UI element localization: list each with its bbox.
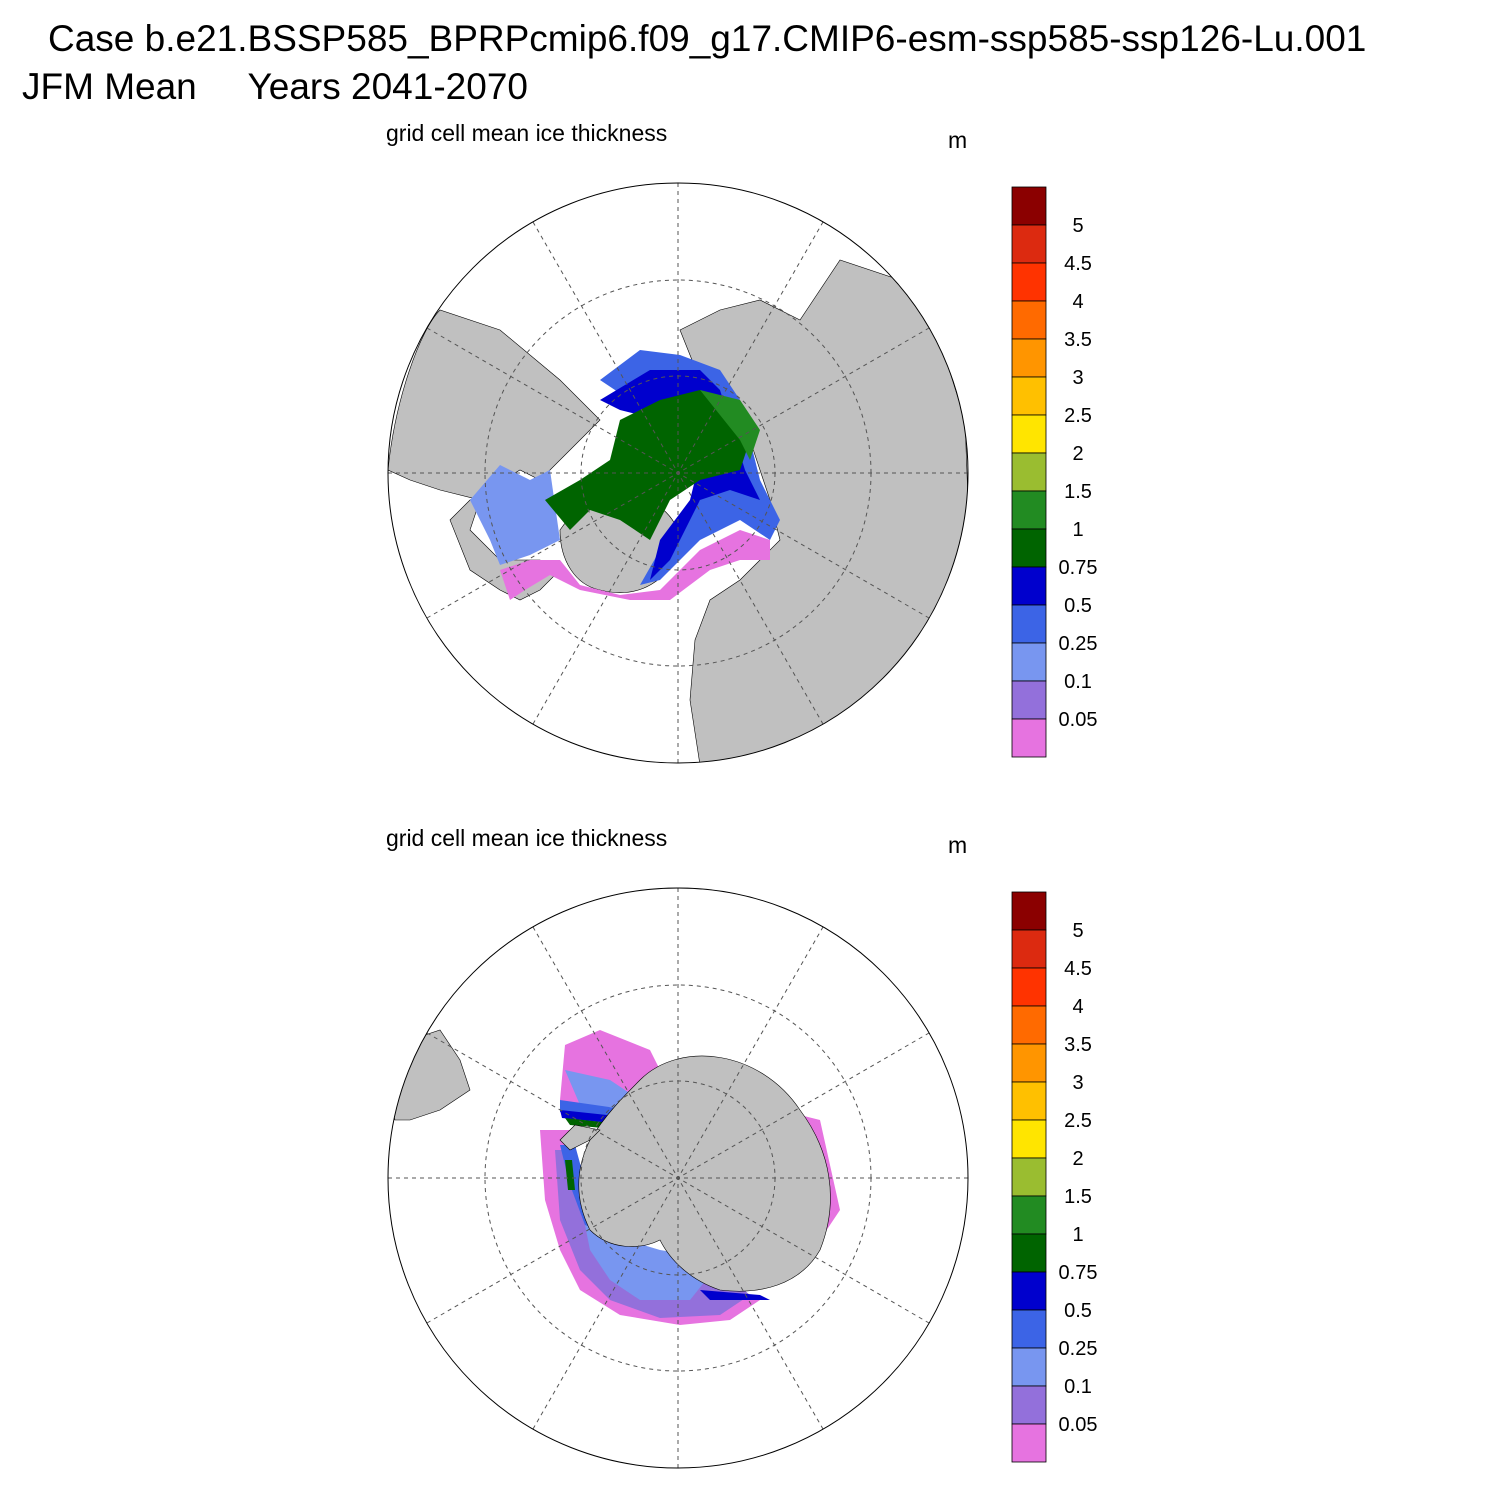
south-panel-units: m <box>948 832 968 858</box>
south-colorbar-label: 5 <box>1072 920 1083 942</box>
south-map-border <box>387 887 969 1469</box>
north-colorbar-label: 0.05 <box>1059 709 1098 731</box>
south-colorbar-label: 3 <box>1072 1072 1083 1094</box>
north-ice-mid-green <box>700 390 760 460</box>
north-colorbar-swatch <box>1011 718 1047 758</box>
north-colorbar-label: 0.75 <box>1059 557 1098 579</box>
south-colorbar-label: 3.5 <box>1064 1034 1092 1056</box>
north-ice-pink <box>500 530 770 600</box>
north-colorbar-label: 1.5 <box>1064 481 1092 503</box>
south-colorbar-swatch <box>1011 1385 1047 1425</box>
north-colorbar: 5 4.5 4 3.5 3 2.5 2 1.5 1 0.75 0.5 0.25 0.1 0.05 <box>1011 186 1098 758</box>
north-colorbar-label: 0.25 <box>1059 633 1098 655</box>
south-colorbar: 5 4.5 4 3.5 3 2.5 2 1.5 1 0.75 0.5 0.25 0.1 0.05 <box>1011 891 1098 1463</box>
south-colorbar-swatch <box>1011 1043 1047 1083</box>
north-colorbar-label: 3 <box>1072 367 1083 389</box>
north-colorbar-label: 4.5 <box>1064 253 1092 275</box>
south-colorbar-swatch <box>1011 1423 1047 1463</box>
north-colorbar-label: 4 <box>1072 291 1083 313</box>
figure-title: Case b.e21.BSSP585_BPRPcmip6.f09_g17.CMI… <box>48 18 1367 59</box>
north-ice-green <box>545 390 750 540</box>
north-panel-units: m <box>948 127 968 153</box>
north-colorbar-label: 1 <box>1072 519 1083 541</box>
south-colorbar-swatch <box>1011 1271 1047 1311</box>
south-panel-title: grid cell mean ice thickness <box>386 825 668 851</box>
south-colorbar-swatch <box>1011 1233 1047 1273</box>
north-colorbar-swatch <box>1011 338 1047 378</box>
north-colorbar-swatch <box>1011 376 1047 416</box>
south-colorbar-swatch <box>1011 1005 1047 1045</box>
south-colorbar-label: 2.5 <box>1064 1110 1092 1132</box>
north-polar-map <box>388 183 968 763</box>
south-colorbar-swatch <box>1011 891 1047 931</box>
south-colorbar-swatch <box>1011 1347 1047 1387</box>
north-colorbar-swatch <box>1011 452 1047 492</box>
north-colorbar-swatch <box>1011 186 1047 226</box>
south-colorbar-label: 0.05 <box>1059 1414 1098 1436</box>
south-colorbar-label: 1.5 <box>1064 1186 1092 1208</box>
south-colorbar-swatch <box>1011 967 1047 1007</box>
north-colorbar-label: 0.5 <box>1064 595 1092 617</box>
south-colorbar-label: 0.5 <box>1064 1300 1092 1322</box>
north-map-border <box>387 182 969 764</box>
north-graticule <box>388 183 968 763</box>
north-colorbar-label: 2 <box>1072 443 1083 465</box>
south-polar-map <box>388 888 968 1468</box>
north-colorbar-swatch <box>1011 224 1047 264</box>
south-colorbar-label: 1 <box>1072 1224 1083 1246</box>
south-colorbar-swatch <box>1011 1309 1047 1349</box>
south-colorbar-swatch <box>1011 1195 1047 1235</box>
south-ice-blue <box>560 1100 635 1230</box>
north-colorbar-swatch <box>1011 414 1047 454</box>
south-colorbar-label: 4 <box>1072 996 1083 1018</box>
north-colorbar-swatch <box>1011 300 1047 340</box>
north-colorbar-swatch <box>1011 528 1047 568</box>
north-colorbar-label: 0.1 <box>1064 671 1092 693</box>
north-ice-light-blue <box>470 465 560 565</box>
south-colorbar-swatch <box>1011 1157 1047 1197</box>
south-colorbar-swatch <box>1011 929 1047 969</box>
figure-subtitle: JFM Mean Years 2041-2070 <box>22 66 528 107</box>
north-colorbar-label: 2.5 <box>1064 405 1092 427</box>
north-colorbar-swatch <box>1011 642 1047 682</box>
south-colorbar-swatch <box>1011 1119 1047 1159</box>
north-panel-title: grid cell mean ice thickness <box>386 120 668 146</box>
south-ice-light-blue <box>565 1070 710 1300</box>
north-colorbar-swatch <box>1011 566 1047 606</box>
south-colorbar-label: 0.25 <box>1059 1338 1098 1360</box>
south-colorbar-label: 4.5 <box>1064 958 1092 980</box>
north-colorbar-label: 3.5 <box>1064 329 1092 351</box>
north-colorbar-swatch <box>1011 680 1047 720</box>
south-colorbar-label: 2 <box>1072 1148 1083 1170</box>
south-colorbar-label: 0.1 <box>1064 1376 1092 1398</box>
north-colorbar-swatch <box>1011 490 1047 530</box>
north-colorbar-swatch <box>1011 604 1047 644</box>
north-colorbar-label: 5 <box>1072 215 1083 237</box>
south-land-peninsula <box>559 1124 601 1151</box>
south-graticule <box>388 888 968 1468</box>
south-colorbar-label: 0.75 <box>1059 1262 1098 1284</box>
south-colorbar-swatch <box>1011 1081 1047 1121</box>
north-colorbar-swatch <box>1011 262 1047 302</box>
